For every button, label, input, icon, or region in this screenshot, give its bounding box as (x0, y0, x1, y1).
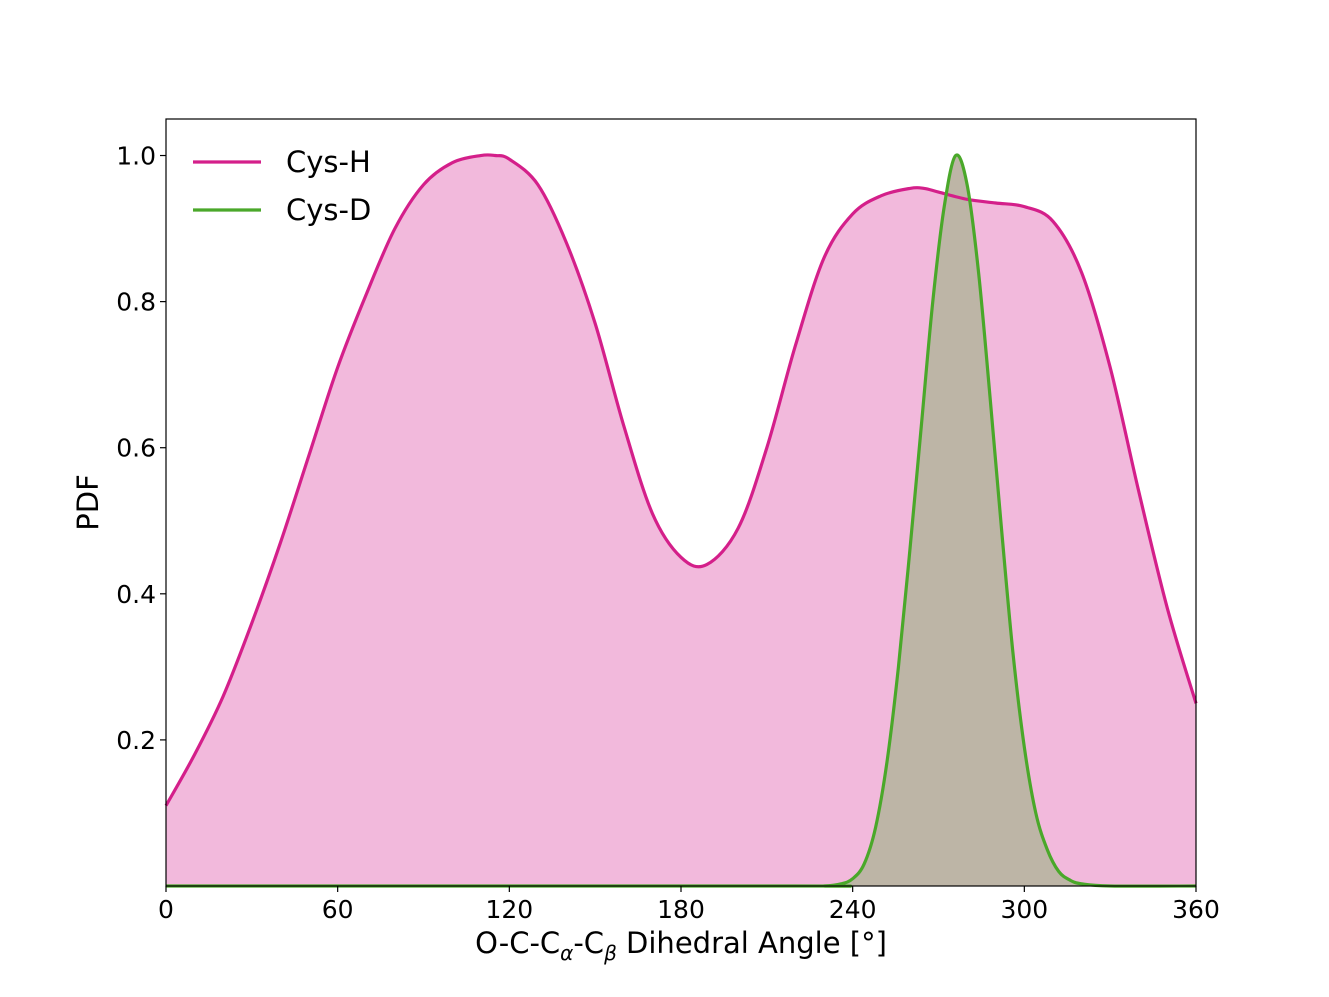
series-layer (164, 153, 1198, 888)
series-line-cys-d (166, 153, 1197, 888)
y-axis-label: PDF (71, 474, 105, 531)
x-tick-label: 60 (322, 895, 354, 924)
x-axis-label-suffix: Dihedral Angle [°] (617, 926, 887, 960)
y-tick-label: 0.4 (116, 580, 156, 609)
y-tick-label: 0.2 (116, 726, 156, 755)
x-tick-label: 300 (1000, 895, 1048, 924)
y-tick-label: 0.8 (116, 288, 156, 317)
x-axis-label-sub-alpha: α (560, 941, 573, 965)
series-fill-cys-d (166, 154, 1196, 887)
y-tick-label: 1.0 (116, 142, 156, 171)
x-axis-label-middle: -C (573, 926, 604, 960)
x-tick-label: 0 (158, 895, 174, 924)
x-tick-label: 180 (657, 895, 705, 924)
x-tick-label: 240 (829, 895, 877, 924)
legend-label-cys-d: Cys-D (286, 193, 371, 227)
series-line-cys-h (164, 153, 1198, 807)
x-tick-label: 360 (1172, 895, 1220, 924)
ticks-layer: 0 60 120 180 240 300 360 0.2 0.4 0.6 0.8 1.0 (116, 142, 1220, 924)
legend: Cys-H Cys-D (193, 145, 371, 227)
x-tick-label: 120 (485, 895, 533, 924)
legend-label-cys-h: Cys-H (286, 145, 371, 179)
y-tick-label: 0.6 (116, 434, 156, 463)
series-fill-cys-h (166, 154, 1196, 887)
x-axis-label-sub-beta: β (603, 941, 617, 965)
x-axis-label: O-C-Cα-Cβ Dihedral Angle [°] (475, 926, 887, 965)
x-axis-label-prefix: O-C-C (475, 926, 560, 960)
